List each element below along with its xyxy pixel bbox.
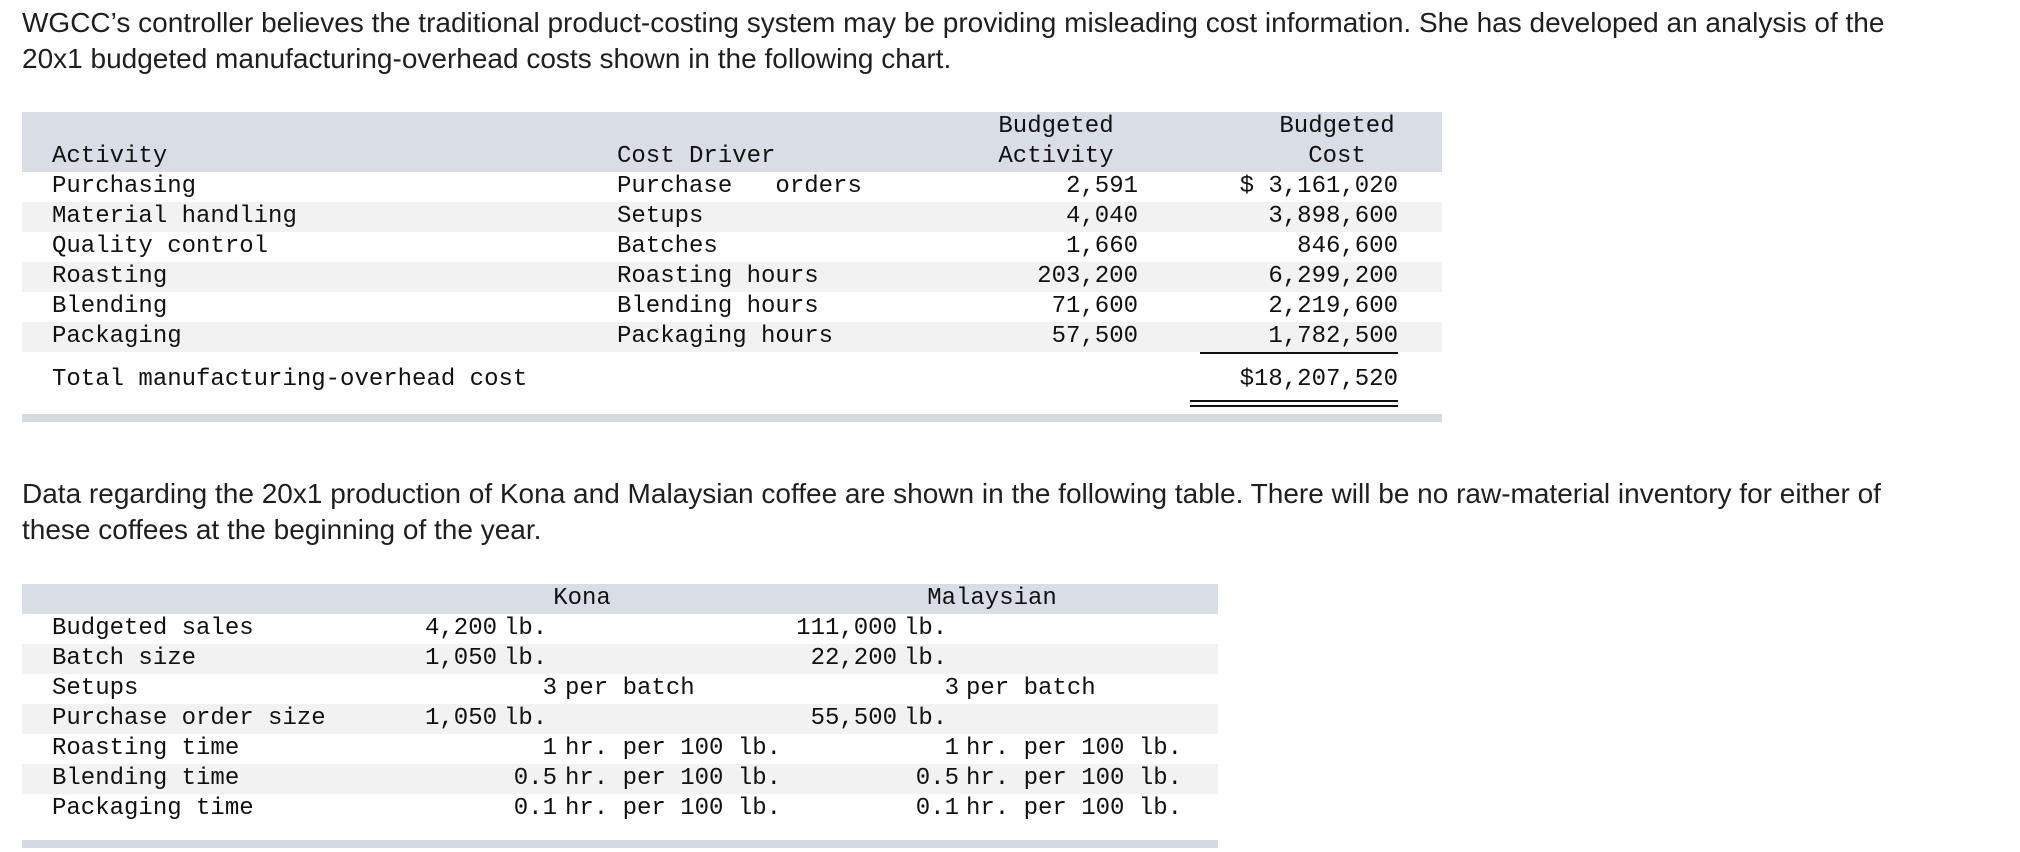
driver-cell: Packaging hours — [617, 323, 834, 350]
budgeted-cost-cell: 3,898,600 — [1268, 203, 1398, 230]
double-underline — [1190, 400, 1398, 407]
activity-cell: Quality control — [52, 233, 269, 260]
budgeted-activity-header-line2: Activity — [998, 143, 1114, 170]
budgeted-cost-cell: 6,299,200 — [1268, 263, 1398, 290]
malaysian-unit: per batch — [966, 675, 1096, 702]
budgeted-cost-cell: 1,782,500 — [1268, 323, 1398, 350]
overhead-header-row-1: Budgeted Budgeted — [22, 112, 1442, 142]
kona-unit: lb. — [504, 645, 548, 672]
table-row: Setups 3 per batch 3 per batch — [22, 674, 1218, 704]
kona-unit: lb. — [504, 705, 548, 732]
malaysian-unit: lb. — [904, 645, 948, 672]
table-row: Purchasing Purchase orders 2,591 $ 3,161… — [22, 172, 1442, 202]
malaysian-value: 0.1 — [915, 795, 959, 822]
total-row: Total manufacturing-overhead cost $18,20… — [22, 362, 1442, 398]
kona-value: 3 — [542, 675, 557, 702]
malaysian-value: 111,000 — [796, 615, 897, 642]
kona-value: 1 — [542, 735, 557, 762]
table-row: Blending time 0.5 hr. per 100 lb. 0.5 hr… — [22, 764, 1218, 794]
kona-unit: hr. per 100 lb. — [565, 795, 782, 822]
budgeted-cost-cell: 2,219,600 — [1268, 293, 1398, 320]
cost-driver-header: Cost Driver — [617, 143, 776, 170]
row-label: Batch size — [52, 645, 197, 672]
kona-value: 1,050 — [424, 645, 497, 672]
row-label: Blending time — [52, 765, 240, 792]
malaysian-value: 55,500 — [810, 705, 897, 732]
driver-cell: Blending hours — [617, 293, 819, 320]
row-label: Purchase order size — [52, 705, 326, 732]
table-row: Packaging time 0.1 hr. per 100 lb. 0.1 h… — [22, 794, 1218, 824]
kona-unit: hr. per 100 lb. — [565, 765, 782, 792]
driver-cell: Batches — [617, 233, 718, 260]
table-row: Packaging Packaging hours 57,500 1,782,5… — [22, 322, 1442, 352]
table-row: Purchase order size 1,050 lb. 55,500 lb. — [22, 704, 1218, 734]
table-row: Budgeted sales 4,200 lb. 111,000 lb. — [22, 614, 1218, 644]
activity-cell: Blending — [52, 293, 168, 320]
production-table: Kona Malaysian Budgeted sales 4,200 lb. … — [22, 584, 1218, 852]
activity-cell: Material handling — [52, 203, 297, 230]
overhead-table: Budgeted Budgeted Activity Cost Driver A… — [22, 112, 1442, 430]
malaysian-value: 0.5 — [915, 765, 959, 792]
table-row: Batch size 1,050 lb. 22,200 lb. — [22, 644, 1218, 674]
overhead-table-bottom-bar — [22, 414, 1442, 422]
total-value: $18,207,520 — [1239, 366, 1398, 393]
budgeted-cost-cell: 846,600 — [1297, 233, 1398, 260]
intro-paragraph: WGCC’s controller believes the tradition… — [22, 7, 1885, 74]
production-header-row: Kona Malaysian — [22, 584, 1218, 614]
budgeted-cost-header-line1: Budgeted — [1279, 113, 1395, 140]
activity-header: Activity — [52, 143, 168, 170]
overhead-header-band — [22, 112, 1442, 172]
table-row: Roasting time 1 hr. per 100 lb. 1 hr. pe… — [22, 734, 1218, 764]
kona-value: 0.5 — [513, 765, 557, 792]
budgeted-cost-cell: $ 3,161,020 — [1239, 173, 1398, 200]
malaysian-value: 1 — [944, 735, 959, 762]
subtotal-rule — [1200, 352, 1398, 354]
budgeted-activity-cell: 2,591 — [1065, 173, 1138, 200]
production-header-band — [22, 584, 1218, 614]
kona-value: 0.1 — [513, 795, 557, 822]
row-label: Roasting time — [52, 735, 240, 762]
kona-unit: per batch — [565, 675, 695, 702]
budgeted-activity-cell: 4,040 — [1065, 203, 1138, 230]
kona-unit: lb. — [504, 615, 548, 642]
kona-value: 4,200 — [424, 615, 497, 642]
malaysian-unit: lb. — [904, 705, 948, 732]
production-table-bottom-bar — [22, 840, 1218, 848]
budgeted-activity-header-line1: Budgeted — [998, 113, 1114, 140]
overhead-header-row-2: Activity Cost Driver Activity Cost — [22, 142, 1442, 172]
budgeted-activity-cell: 57,500 — [1051, 323, 1138, 350]
activity-cell: Purchasing — [52, 173, 197, 200]
table-row: Quality control Batches 1,660 846,600 — [22, 232, 1442, 262]
table-row: Roasting Roasting hours 203,200 6,299,20… — [22, 262, 1442, 292]
malaysian-unit: hr. per 100 lb. — [966, 765, 1183, 792]
table-row: Material handling Setups 4,040 3,898,600 — [22, 202, 1442, 232]
malaysian-unit: lb. — [904, 615, 948, 642]
row-label: Budgeted sales — [52, 615, 254, 642]
budgeted-activity-cell: 203,200 — [1037, 263, 1138, 290]
budgeted-activity-cell: 1,660 — [1065, 233, 1138, 260]
driver-cell: Purchase orders — [617, 173, 862, 200]
row-label: Packaging time — [52, 795, 254, 822]
malaysian-value: 3 — [944, 675, 959, 702]
malaysian-value: 22,200 — [810, 645, 897, 672]
kona-value: 1,050 — [424, 705, 497, 732]
malaysian-unit: hr. per 100 lb. — [966, 795, 1183, 822]
malaysian-unit: hr. per 100 lb. — [966, 735, 1183, 762]
kona-header: Kona — [553, 585, 611, 612]
budgeted-cost-header-line2: Cost — [1308, 143, 1366, 170]
activity-cell: Roasting — [52, 263, 168, 290]
table-row: Blending Blending hours 71,600 2,219,600 — [22, 292, 1442, 322]
production-paragraph: Data regarding the 20x1 production of Ko… — [22, 478, 1881, 545]
budgeted-activity-cell: 71,600 — [1051, 293, 1138, 320]
activity-cell: Packaging — [52, 323, 182, 350]
total-label: Total manufacturing-overhead cost — [52, 366, 528, 393]
row-label: Setups — [52, 675, 139, 702]
malaysian-header: Malaysian — [927, 585, 1057, 612]
driver-cell: Setups — [617, 203, 704, 230]
driver-cell: Roasting hours — [617, 263, 819, 290]
kona-unit: hr. per 100 lb. — [565, 735, 782, 762]
